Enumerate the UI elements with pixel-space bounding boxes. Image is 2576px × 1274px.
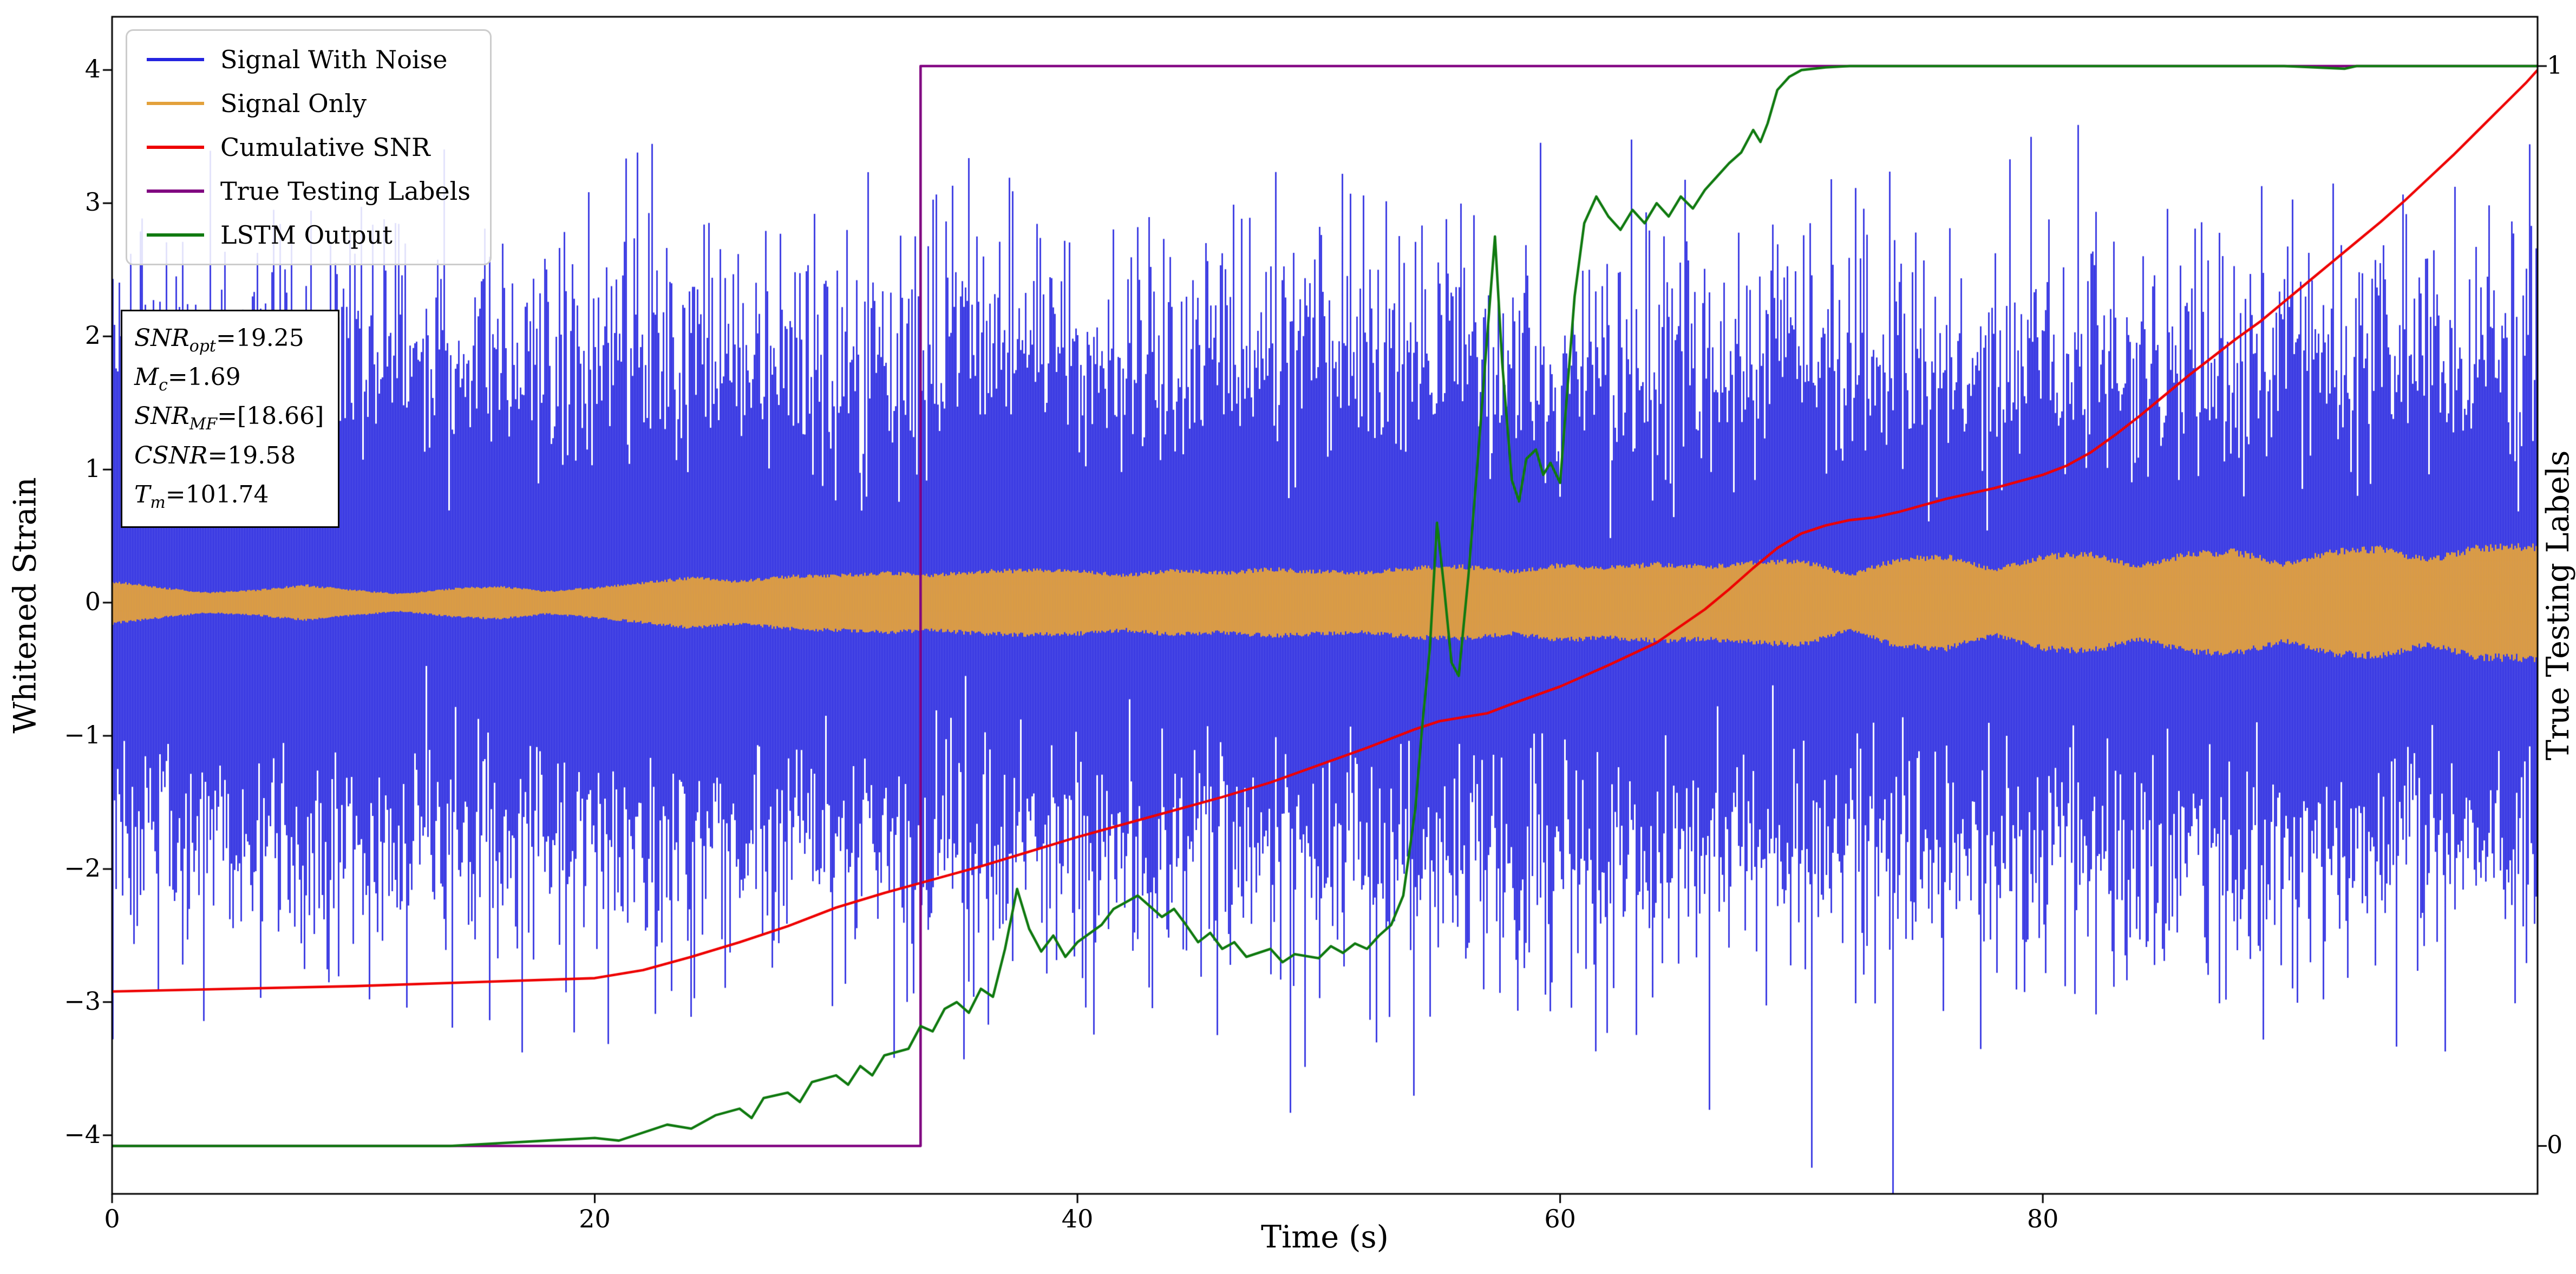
legend-label-lstm-output: LSTM Output xyxy=(220,220,393,250)
legend-item-signal-only: Signal Only xyxy=(147,89,470,118)
x-tick-label: 0 xyxy=(104,1204,120,1233)
annotation-line-mc: Mc=1.69 xyxy=(134,363,241,395)
y-tick-label: −3 xyxy=(64,986,101,1016)
x-axis-label: Time (s) xyxy=(1261,1219,1389,1255)
legend-swatch-cumulative-snr xyxy=(147,146,204,149)
legend-item-signal-with-noise: Signal With Noise xyxy=(147,45,470,74)
legend-label-cumulative-snr: Cumulative SNR xyxy=(220,133,430,162)
legend-item-true-testing-labels: True Testing Labels xyxy=(147,177,470,206)
legend-swatch-signal-with-noise xyxy=(147,58,204,61)
y-tick-label: 0 xyxy=(84,587,101,617)
y2-tick-label: 1 xyxy=(2547,50,2563,80)
legend-label-signal-only: Signal Only xyxy=(220,89,367,118)
y2-tick-label: 0 xyxy=(2547,1130,2563,1160)
y-tick-label: 4 xyxy=(84,54,101,84)
annotation-line-snr-mf: SNRMF=[18.66] xyxy=(134,402,324,434)
y-tick-label: 1 xyxy=(84,454,101,484)
annotation-line-csnr: CSNR=19.58 xyxy=(134,441,296,469)
legend: Signal With Noise Signal Only Cumulative… xyxy=(126,29,492,265)
x-tick-label: 20 xyxy=(579,1204,611,1233)
y-tick-label: −2 xyxy=(64,853,101,883)
annotation-line-tm: Tm=101.74 xyxy=(134,480,269,512)
x-tick-label: 60 xyxy=(1544,1204,1576,1233)
x-tick-label: 40 xyxy=(1061,1204,1094,1233)
legend-swatch-lstm-output xyxy=(147,233,204,237)
y-axis-label-right-wrap: True Testing Labels xyxy=(2540,0,2576,1211)
y-tick-label: 2 xyxy=(84,321,101,350)
legend-label-signal-with-noise: Signal With Noise xyxy=(220,45,448,74)
legend-swatch-true-testing-labels xyxy=(147,190,204,193)
legend-item-lstm-output: LSTM Output xyxy=(147,220,470,250)
legend-swatch-signal-only xyxy=(147,102,204,105)
annotation-box: SNRopt=19.25 Mc=1.69 SNRMF=[18.66] CSNR=… xyxy=(121,310,340,528)
legend-label-true-testing-labels: True Testing Labels xyxy=(220,177,470,206)
annotation-line-snr-opt: SNRopt=19.25 xyxy=(134,324,304,356)
y-tick-label: −4 xyxy=(64,1119,101,1149)
y-tick-label: −1 xyxy=(64,720,101,749)
y-axis-label-right: True Testing Labels xyxy=(2540,450,2576,761)
y-tick-label: 3 xyxy=(84,187,101,217)
legend-item-cumulative-snr: Cumulative SNR xyxy=(147,133,470,162)
x-tick-label: 80 xyxy=(2026,1204,2059,1233)
